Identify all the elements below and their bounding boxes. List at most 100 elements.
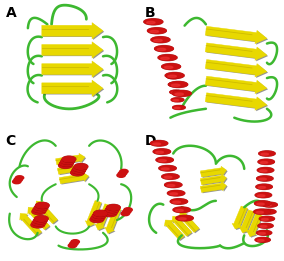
Ellipse shape [32, 209, 45, 215]
Ellipse shape [259, 151, 275, 156]
FancyArrow shape [173, 217, 193, 237]
Ellipse shape [261, 210, 276, 214]
Ellipse shape [156, 151, 164, 153]
Ellipse shape [172, 92, 177, 93]
Ellipse shape [60, 160, 73, 166]
FancyArrow shape [42, 42, 103, 58]
Ellipse shape [260, 226, 267, 227]
Ellipse shape [151, 140, 168, 146]
Ellipse shape [260, 162, 268, 163]
Ellipse shape [258, 223, 273, 228]
Ellipse shape [255, 238, 270, 242]
FancyArrow shape [164, 220, 185, 240]
Ellipse shape [254, 209, 270, 214]
Ellipse shape [176, 215, 193, 221]
Ellipse shape [259, 178, 266, 180]
Ellipse shape [74, 164, 88, 169]
Ellipse shape [15, 176, 24, 180]
Ellipse shape [255, 238, 270, 242]
Ellipse shape [151, 37, 170, 42]
Ellipse shape [104, 209, 118, 214]
Ellipse shape [73, 165, 87, 172]
FancyArrow shape [37, 202, 59, 224]
Ellipse shape [144, 19, 163, 25]
FancyArrow shape [202, 167, 228, 178]
Ellipse shape [118, 171, 127, 175]
Ellipse shape [256, 211, 264, 213]
Ellipse shape [171, 98, 184, 102]
FancyArrow shape [43, 81, 104, 97]
Ellipse shape [103, 211, 117, 217]
Ellipse shape [167, 75, 179, 79]
Ellipse shape [255, 192, 272, 198]
FancyArrow shape [106, 208, 122, 234]
Ellipse shape [68, 244, 77, 248]
Ellipse shape [31, 222, 45, 228]
Ellipse shape [176, 216, 193, 221]
Ellipse shape [256, 185, 272, 189]
Ellipse shape [173, 99, 179, 101]
Ellipse shape [71, 170, 84, 175]
FancyArrow shape [205, 43, 267, 60]
Ellipse shape [257, 230, 272, 235]
Ellipse shape [168, 190, 185, 196]
FancyArrow shape [239, 210, 255, 233]
Ellipse shape [34, 218, 47, 224]
Ellipse shape [117, 173, 125, 177]
Ellipse shape [170, 90, 182, 94]
Ellipse shape [158, 55, 177, 61]
Ellipse shape [172, 84, 180, 86]
Ellipse shape [168, 82, 181, 86]
FancyArrow shape [205, 26, 267, 44]
Ellipse shape [257, 168, 274, 173]
Ellipse shape [59, 163, 72, 168]
Ellipse shape [34, 205, 48, 210]
Ellipse shape [59, 162, 72, 168]
Ellipse shape [71, 170, 84, 176]
Ellipse shape [154, 46, 174, 52]
Ellipse shape [168, 83, 181, 86]
Text: A: A [6, 7, 16, 20]
Ellipse shape [121, 212, 130, 216]
Ellipse shape [12, 180, 21, 184]
Ellipse shape [72, 168, 85, 174]
Ellipse shape [169, 82, 187, 87]
Ellipse shape [153, 143, 161, 145]
Ellipse shape [147, 21, 155, 24]
Ellipse shape [258, 186, 266, 188]
Ellipse shape [153, 149, 170, 155]
Ellipse shape [257, 168, 274, 173]
Ellipse shape [156, 157, 173, 163]
Ellipse shape [170, 199, 187, 204]
Ellipse shape [35, 216, 48, 222]
Ellipse shape [144, 19, 163, 25]
Ellipse shape [90, 216, 104, 223]
Ellipse shape [73, 166, 87, 171]
FancyArrow shape [205, 76, 267, 93]
FancyArrow shape [43, 43, 104, 59]
Ellipse shape [165, 73, 184, 78]
Ellipse shape [172, 90, 191, 97]
Ellipse shape [33, 207, 47, 212]
Ellipse shape [61, 158, 74, 164]
Ellipse shape [34, 218, 47, 223]
Ellipse shape [35, 216, 48, 221]
Ellipse shape [93, 213, 106, 218]
Text: B: B [145, 7, 155, 20]
Ellipse shape [154, 39, 162, 41]
FancyArrow shape [206, 94, 268, 111]
Ellipse shape [94, 211, 107, 216]
Ellipse shape [257, 176, 273, 181]
Ellipse shape [107, 204, 120, 211]
FancyArrow shape [202, 175, 228, 186]
FancyArrow shape [205, 60, 267, 77]
FancyArrow shape [205, 93, 267, 110]
FancyArrow shape [95, 204, 111, 230]
Ellipse shape [165, 182, 182, 188]
Ellipse shape [72, 168, 85, 173]
FancyArrow shape [233, 207, 248, 230]
Ellipse shape [261, 153, 268, 155]
FancyArrow shape [241, 211, 256, 234]
FancyArrow shape [59, 172, 89, 184]
Ellipse shape [162, 174, 179, 179]
